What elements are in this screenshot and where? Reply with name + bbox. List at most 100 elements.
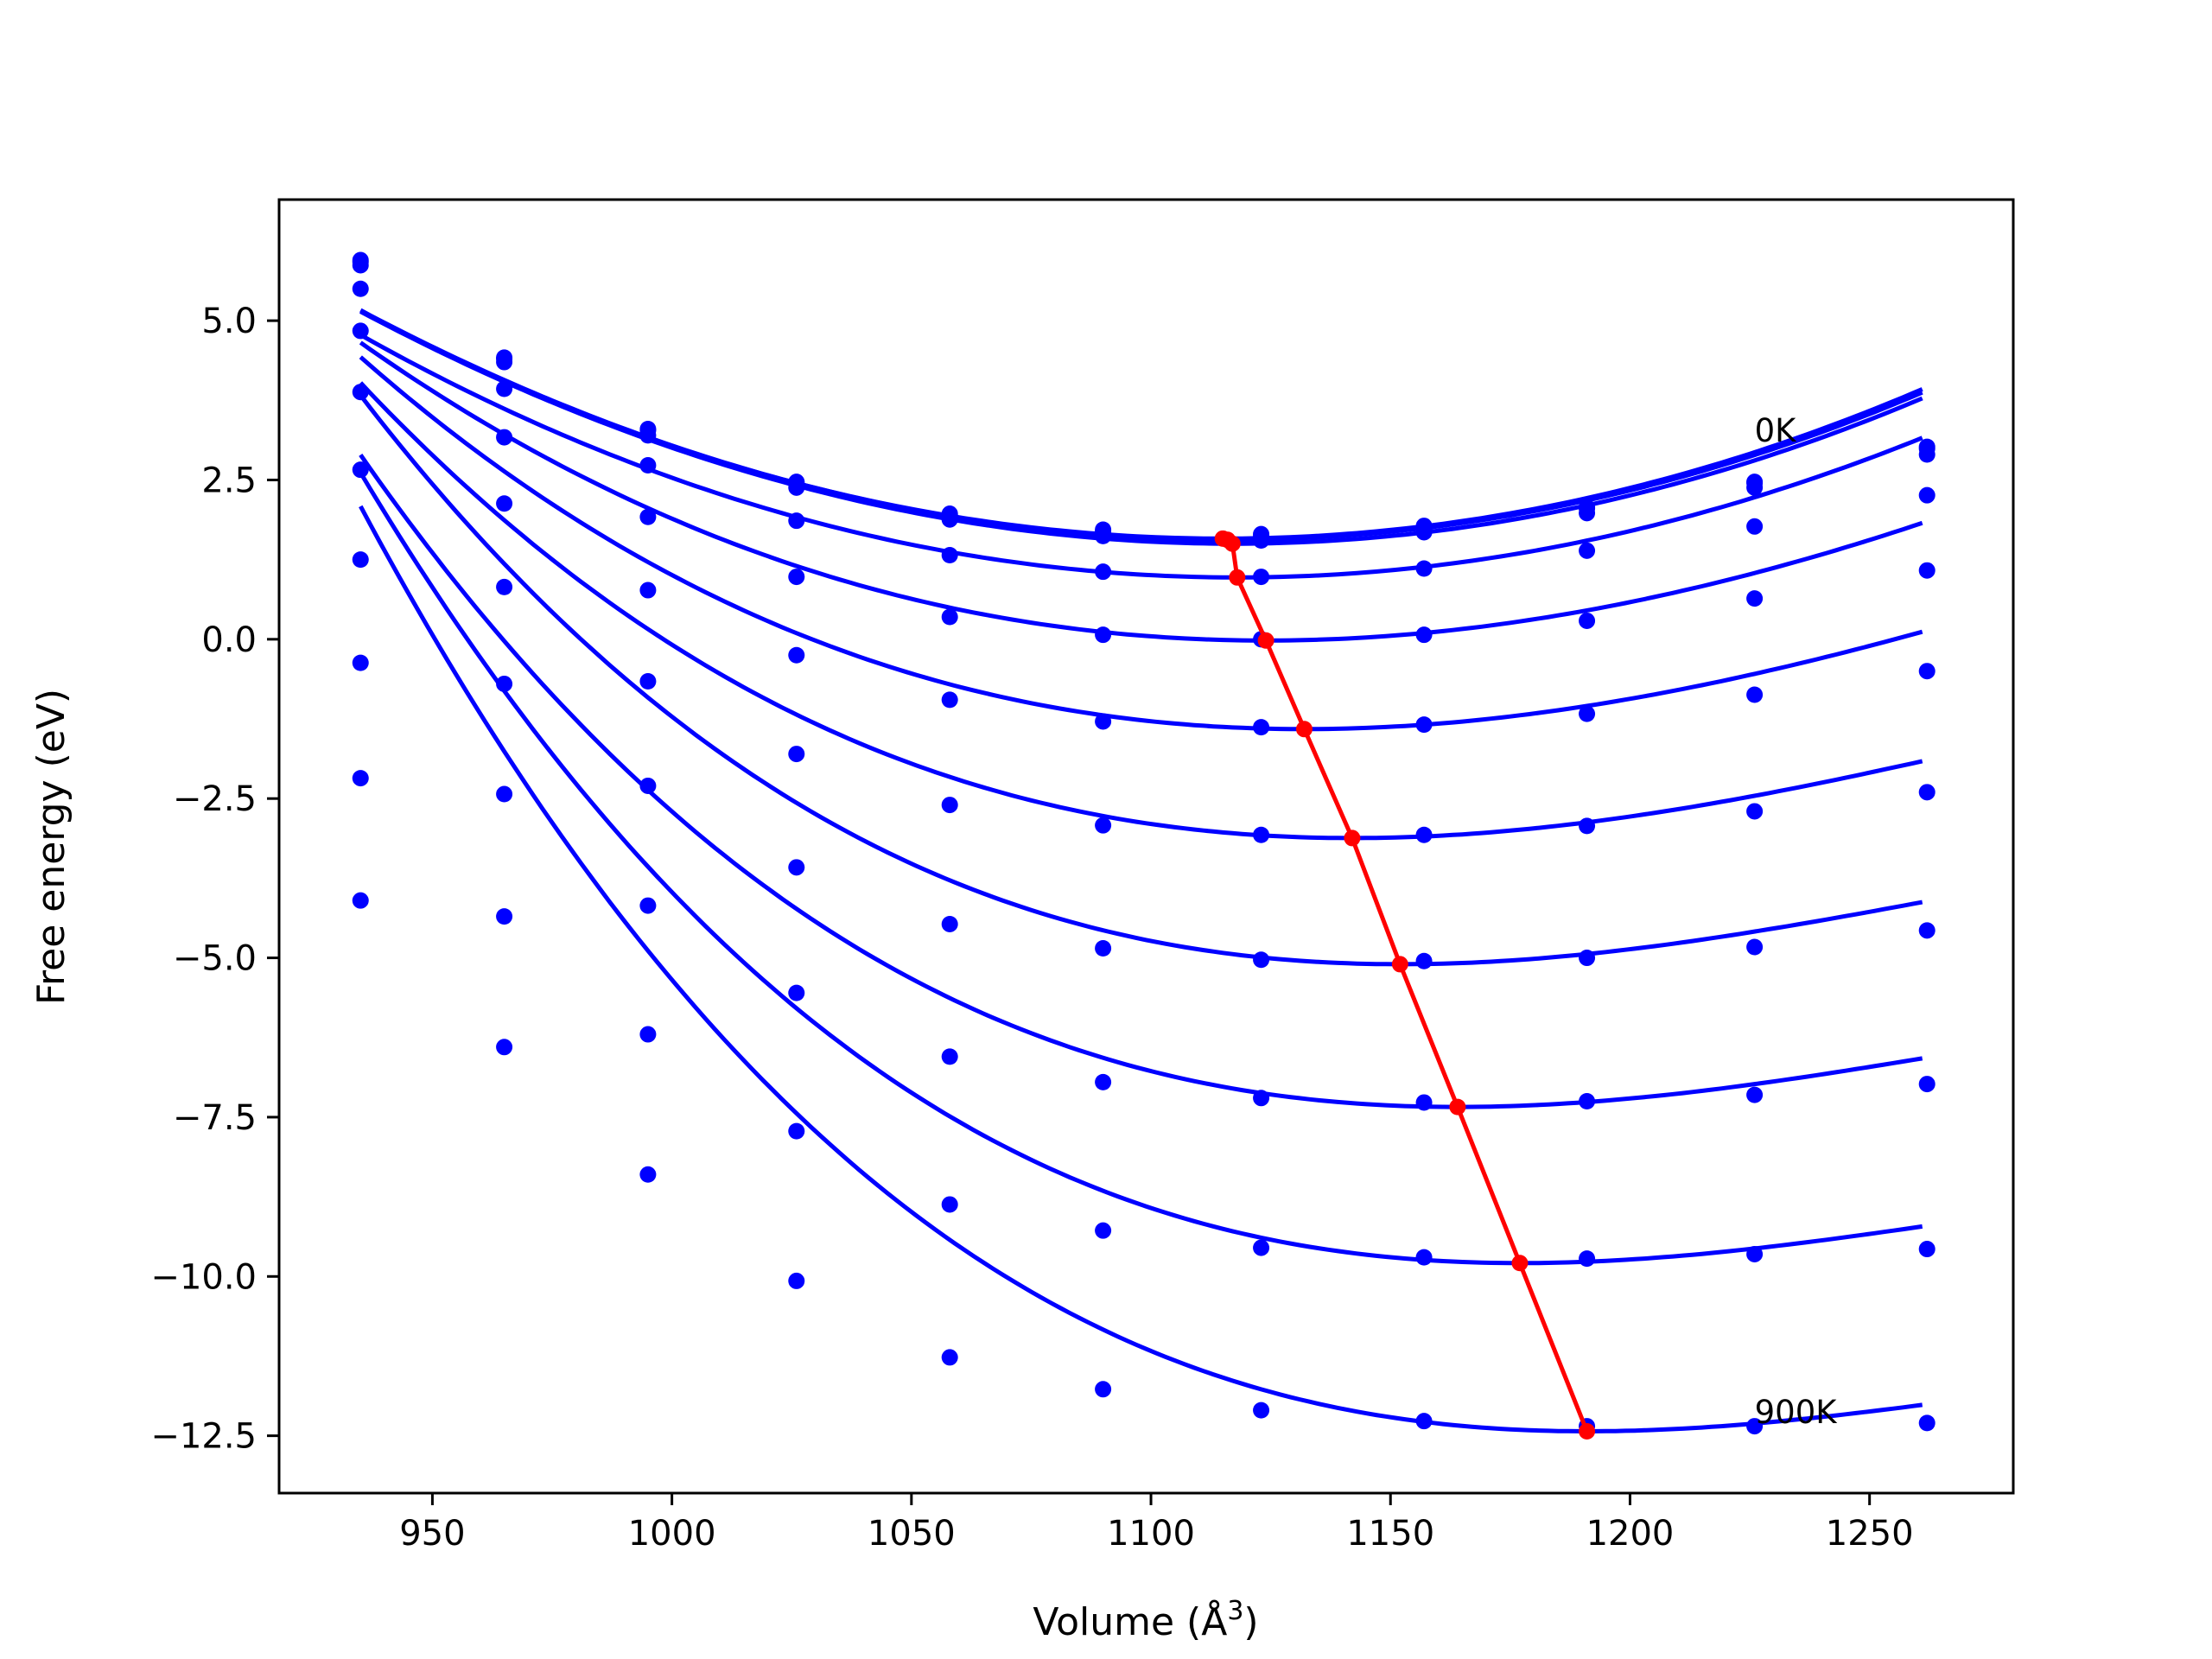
data-point-8-6 — [1253, 1090, 1270, 1107]
data-point-9-3 — [788, 1122, 805, 1140]
data-point-9-10 — [1918, 1241, 1936, 1258]
x-axis-title: Volume (Å3) — [1033, 1596, 1258, 1644]
x-tick-label-3: 1100 — [1107, 1514, 1195, 1554]
y-tick-label-6: −10.0 — [150, 1257, 257, 1297]
fit-curve-3 — [359, 333, 1923, 580]
data-point-9-0 — [352, 770, 369, 787]
minima-line — [1214, 530, 1596, 1440]
data-point-2-4 — [941, 511, 958, 528]
data-point-7-0 — [352, 551, 369, 569]
data-point-7-6 — [1253, 951, 1270, 969]
fit-curve-9 — [359, 471, 1923, 1266]
data-point-5-8 — [1579, 705, 1596, 722]
data-point-3-1 — [496, 380, 513, 397]
data-point-2-7 — [1415, 524, 1433, 541]
x-tick-label-2: 1050 — [868, 1514, 956, 1554]
data-point-8-1 — [496, 785, 513, 803]
data-point-8-2 — [639, 897, 657, 914]
minimum-point-5 — [1295, 721, 1313, 738]
minimum-point-6 — [1344, 830, 1361, 847]
data-point-4-0 — [352, 322, 369, 340]
data-point-5-2 — [639, 582, 657, 599]
data-point-8-7 — [1415, 1094, 1433, 1111]
data-point-4-2 — [639, 508, 657, 525]
data-point-10-10 — [1918, 1414, 1936, 1432]
minimum-point-10 — [1579, 1422, 1596, 1440]
data-point-9-8 — [1579, 1250, 1596, 1268]
data-point-7-4 — [941, 915, 958, 932]
data-point-9-2 — [639, 1026, 657, 1043]
data-point-5-1 — [496, 495, 513, 512]
data-point-8-3 — [788, 984, 805, 1001]
data-point-8-10 — [1918, 1076, 1936, 1093]
data-point-7-10 — [1918, 922, 1936, 939]
data-point-9-1 — [496, 908, 513, 925]
annotation-0: 0K — [1755, 412, 1798, 449]
data-point-4-10 — [1918, 562, 1936, 579]
data-point-8-5 — [1095, 1073, 1112, 1090]
data-point-9-4 — [941, 1196, 958, 1213]
data-point-3-8 — [1579, 542, 1596, 559]
data-point-9-5 — [1095, 1222, 1112, 1239]
data-point-6-1 — [496, 578, 513, 595]
minimum-point-7 — [1391, 956, 1408, 973]
y-tick-label-0: 5.0 — [201, 302, 257, 341]
annotations: 0K 900K — [1755, 412, 1839, 1431]
fit-curve-2 — [359, 309, 1923, 546]
fit-curve-7 — [359, 393, 1923, 967]
data-point-3-6 — [1253, 569, 1270, 586]
fit-curve-5 — [359, 355, 1923, 732]
data-point-6-8 — [1579, 817, 1596, 835]
minimum-point-8 — [1449, 1098, 1466, 1116]
x-axis-ticks: 950 1000 1050 1100 1150 1200 1250 — [399, 1493, 1914, 1554]
data-point-10-3 — [788, 1272, 805, 1289]
data-point-8-8 — [1579, 1092, 1596, 1109]
fit-curve-0 — [359, 309, 1923, 541]
x-tick-label-1: 1000 — [628, 1514, 716, 1554]
data-point-10-7 — [1415, 1413, 1433, 1430]
data-point-6-0 — [352, 461, 369, 479]
data-point-5-5 — [1095, 713, 1112, 730]
minimum-point-9 — [1511, 1255, 1529, 1272]
data-point-2-2 — [639, 427, 657, 444]
x-tick-label-4: 1150 — [1346, 1514, 1434, 1554]
data-point-3-10 — [1918, 486, 1936, 504]
data-point-7-3 — [788, 859, 805, 876]
data-point-10-5 — [1095, 1381, 1112, 1398]
x-axis-title-suffix: ) — [1243, 1600, 1258, 1644]
data-point-2-6 — [1253, 532, 1270, 550]
data-point-4-8 — [1579, 612, 1596, 629]
data-point-2-0 — [352, 257, 369, 274]
data-point-10-9 — [1746, 1418, 1764, 1435]
data-point-8-9 — [1746, 1086, 1764, 1103]
x-tick-label-6: 1250 — [1826, 1514, 1914, 1554]
data-point-6-3 — [788, 746, 805, 763]
data-point-3-0 — [352, 280, 369, 297]
x-tick-label-5: 1200 — [1586, 1514, 1675, 1554]
data-point-3-4 — [941, 546, 958, 563]
data-point-2-1 — [496, 353, 513, 371]
data-point-4-7 — [1415, 626, 1433, 644]
data-point-10-6 — [1253, 1402, 1270, 1419]
data-point-4-9 — [1746, 590, 1764, 607]
minimum-point-3 — [1229, 569, 1246, 586]
data-point-6-4 — [941, 797, 958, 814]
data-point-7-5 — [1095, 939, 1112, 957]
y-tick-label-3: −2.5 — [173, 779, 257, 819]
data-point-2-5 — [1095, 527, 1112, 544]
data-point-10-1 — [496, 1039, 513, 1056]
data-point-10-2 — [639, 1166, 657, 1183]
minimum-point-4 — [1257, 632, 1274, 649]
fit-curves — [359, 308, 1923, 1434]
fit-curve-1 — [359, 308, 1923, 543]
data-point-9-9 — [1746, 1245, 1764, 1262]
data-point-5-7 — [1415, 716, 1433, 734]
fit-curve-8 — [359, 453, 1923, 1109]
data-point-6-7 — [1415, 826, 1433, 843]
data-point-6-2 — [639, 673, 657, 690]
data-point-5-6 — [1253, 719, 1270, 736]
data-point-3-5 — [1095, 563, 1112, 581]
plot-frame — [277, 198, 2015, 1495]
annotation-1: 900K — [1755, 1394, 1839, 1431]
